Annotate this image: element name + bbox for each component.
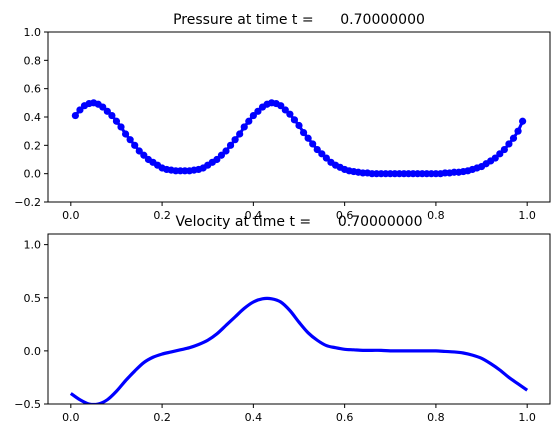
pressure-plot-frame <box>47 31 551 203</box>
pressure-data-point <box>112 117 121 125</box>
pressure-data-point <box>299 128 308 137</box>
pressure-data-point <box>217 151 226 159</box>
pressure-data-point <box>496 150 504 158</box>
pressure-data-point <box>226 141 235 149</box>
pressure-xtick-label: 1.0 <box>518 209 536 222</box>
pressure-data-point <box>236 130 244 138</box>
pressure-data-point <box>295 121 303 130</box>
pressure-series-line <box>74 101 524 176</box>
pressure-data-point <box>322 154 330 162</box>
velocity-xtick-label: 0.4 <box>245 411 263 424</box>
pressure-data-point <box>240 123 248 131</box>
pressure-data-point <box>313 145 321 154</box>
velocity-plot-frame <box>47 233 551 405</box>
pressure-data-point <box>277 102 285 110</box>
pressure-xtick-label: 0.6 <box>336 209 354 222</box>
velocity-xtick-label: 0.0 <box>62 411 80 424</box>
pressure-data-point <box>309 140 317 148</box>
pressure-xtick-label: 0.4 <box>245 209 263 222</box>
pressure-ytick-label: 0.8 <box>24 54 42 67</box>
pressure-data-point <box>304 134 312 142</box>
velocity-ytick-label: 0.5 <box>24 292 42 305</box>
pressure-data-point <box>213 155 221 164</box>
pressure-title: Pressure at time t = 0.70000000 <box>173 12 425 28</box>
pressure-data-point <box>245 117 253 125</box>
pressure-axes: Pressure at time t = 0.70000000 0.0 0.2 0.… <box>14 12 551 222</box>
velocity-axes: 0.0 0.2 0.4 0.6 0.8 1.0 −0.5 0.0 0.5 1.0 Velocity… <box>14 214 551 424</box>
pressure-data-point <box>131 141 139 149</box>
pressure-data-point <box>108 111 116 120</box>
velocity-title: Velocity at time t = 0.70000000 <box>176 214 423 230</box>
pressure-data-point <box>318 150 326 158</box>
pressure-data-point <box>231 136 239 144</box>
pressure-data-point <box>505 140 513 148</box>
velocity-xtick-label: 0.6 <box>336 411 354 424</box>
pressure-ytick-label: 0.2 <box>24 139 42 152</box>
pressure-xtick-label: 0.8 <box>427 209 445 222</box>
pressure-ytick-label: 0.6 <box>24 83 42 96</box>
velocity-ytick-label: 0.0 <box>24 345 42 358</box>
pressure-data-point <box>71 111 79 120</box>
pressure-data-point <box>135 147 143 155</box>
pressure-xtick-label: 0.0 <box>62 209 80 222</box>
velocity-series-line <box>69 296 529 404</box>
pressure-data-point <box>514 127 522 135</box>
pressure-data-point <box>117 123 125 131</box>
pressure-data-point <box>281 106 289 114</box>
pressure-data-point <box>140 151 148 159</box>
velocity-ytick-label: 1.0 <box>24 239 42 252</box>
pressure-data-point <box>121 130 130 138</box>
pressure-data-point <box>519 117 527 125</box>
velocity-ytick-label: −0.5 <box>14 398 41 411</box>
pressure-ytick-label: 0.4 <box>24 111 42 124</box>
pressure-data-point <box>222 147 230 155</box>
velocity-xtick-label: 1.0 <box>518 411 536 424</box>
pressure-ytick-label: −0.2 <box>14 196 41 209</box>
pressure-data-point <box>76 106 84 114</box>
pressure-data-point <box>286 110 294 118</box>
pressure-xtick-label: 0.2 <box>153 209 171 222</box>
pressure-data-point <box>249 111 257 120</box>
pressure-data-point <box>126 136 134 144</box>
pressure-data-point <box>103 107 111 115</box>
velocity-xtick-label: 0.8 <box>427 411 445 424</box>
pressure-data-point <box>254 107 262 115</box>
pressure-ytick-label: 1.0 <box>24 26 42 39</box>
pressure-data-point <box>290 116 299 124</box>
pressure-data-point <box>509 134 518 142</box>
pressure-ytick-label: 0.0 <box>24 168 42 181</box>
pressure-data-point <box>500 145 508 154</box>
pressure-data-point <box>99 103 107 111</box>
pressure-data-point <box>491 154 499 162</box>
velocity-xtick-label: 0.2 <box>153 411 171 424</box>
